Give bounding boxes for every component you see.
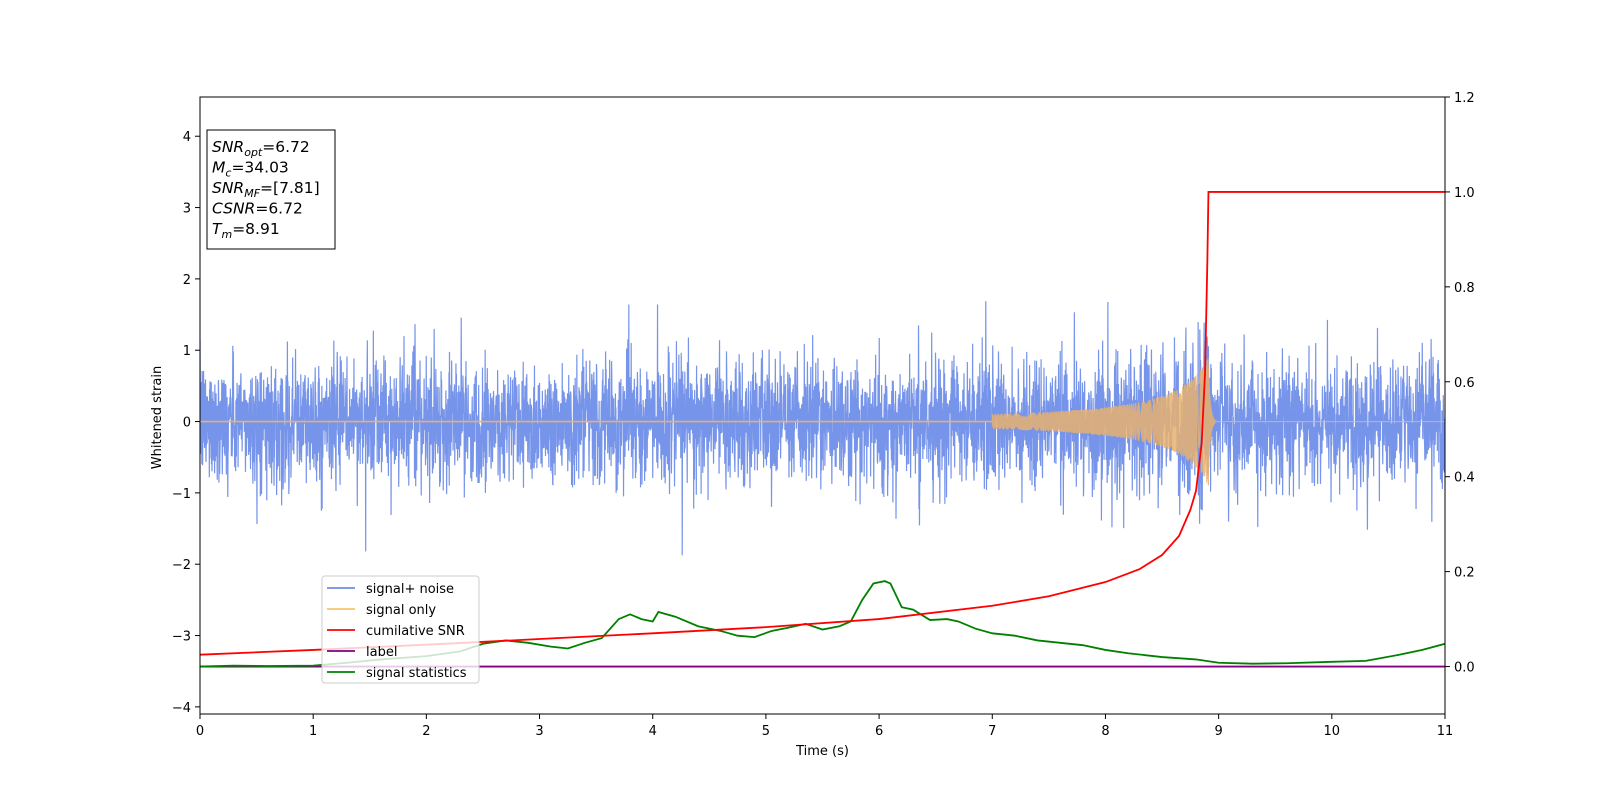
annotation-frame — [206, 129, 336, 250]
y-left-tick-label: −4 — [172, 701, 191, 716]
annotation-symbol: SNR — [212, 138, 244, 156]
legend-label: signal statistics — [366, 666, 467, 681]
x-axis-label: Time (s) — [795, 744, 849, 759]
series-signal-noise — [200, 301, 1445, 556]
legend-label: signal+ noise — [366, 582, 454, 597]
signal-noise-line — [200, 301, 1445, 556]
y-left-tick-label: 3 — [183, 202, 191, 217]
annotation-value: =8.91 — [232, 220, 280, 238]
x-tick-label: 3 — [535, 724, 543, 739]
x-tick-label: 7 — [988, 724, 996, 739]
annotation-line: CSNR=6.72 — [212, 200, 303, 218]
y-right-tick-label: 0.0 — [1454, 661, 1475, 676]
cumulative-snr-line — [200, 191, 1445, 656]
y-right-tick-label: 0.2 — [1454, 566, 1475, 581]
x-tick-label: 6 — [875, 724, 883, 739]
y-right-tick-label: 0.6 — [1454, 376, 1475, 391]
x-tick-label: 8 — [1101, 724, 1109, 739]
annotation-symbol: CSNR — [212, 200, 255, 218]
annotation-line: Mc=34.03 — [212, 159, 289, 180]
annotation-subscript: c — [225, 167, 231, 180]
signal-only-line — [991, 358, 1445, 486]
annotation-value: =6.72 — [262, 138, 310, 156]
y-right-tick-label: 0.4 — [1454, 471, 1475, 486]
y-axis-label: Whitened strain — [150, 366, 165, 469]
annotation-line: SNRMF=[7.81] — [212, 179, 320, 200]
annotation-subscript: m — [221, 228, 232, 241]
y-left-tick-label: 4 — [183, 130, 191, 145]
plot-border — [199, 96, 1446, 715]
annotation-symbol: SNR — [212, 179, 244, 197]
annotation-subscript: MF — [244, 187, 260, 200]
annotation-value: =6.72 — [255, 200, 303, 218]
x-tick-label: 2 — [422, 724, 430, 739]
legend-label: cumilative SNR — [366, 624, 465, 639]
x-tick-label: 5 — [762, 724, 770, 739]
x-tick-label: 11 — [1437, 724, 1454, 739]
y-left-tick-label: 2 — [183, 273, 191, 288]
annotation-value: =34.03 — [231, 159, 288, 177]
y-right-tick-label: 1.0 — [1454, 186, 1475, 201]
x-tick-label: 4 — [649, 724, 657, 739]
annotation-line: Tm=8.91 — [212, 220, 280, 241]
legend-label: signal only — [366, 603, 436, 618]
annotation-line: SNRopt=6.72 — [212, 138, 310, 159]
annotation-box: SNRopt=6.72Mc=34.03SNRMF=[7.81]CSNR=6.72… — [206, 129, 336, 250]
legend: signal+ noise signal only cumilative SNR la… — [321, 575, 480, 684]
x-tick-label: 1 — [309, 724, 317, 739]
x-tick-label: 10 — [1324, 724, 1341, 739]
annotation-symbol: T — [212, 220, 223, 238]
signal-statistics-line — [200, 580, 1445, 668]
series-signal-only — [200, 358, 1445, 486]
y-left-tick-label: 1 — [183, 344, 191, 359]
annotation-symbol: M — [212, 159, 225, 177]
y-right-tick-label: 1.2 — [1454, 91, 1475, 106]
annotation-subscript: opt — [244, 146, 263, 159]
y-left-tick-label: 0 — [183, 416, 191, 431]
y-left-tick-label: −2 — [172, 558, 191, 573]
plot-frame — [199, 96, 1446, 715]
legend-label: label — [366, 645, 397, 660]
x-tick-label: 0 — [196, 724, 204, 739]
x-tick-label: 9 — [1214, 724, 1222, 739]
annotation-value: =[7.81] — [260, 179, 320, 197]
y-right-tick-label: 0.8 — [1454, 281, 1475, 296]
axis-ticks: 0 1 2 3 4 5 6 7 8 9 10 11 −4 −3 −2 −1 0 1 2 3 4 0.0 0.2 0.4 0.6 0… — [172, 91, 1475, 739]
y-left-tick-label: −3 — [172, 630, 191, 645]
y-left-tick-label: −1 — [172, 487, 191, 502]
legend-frame — [321, 575, 480, 684]
